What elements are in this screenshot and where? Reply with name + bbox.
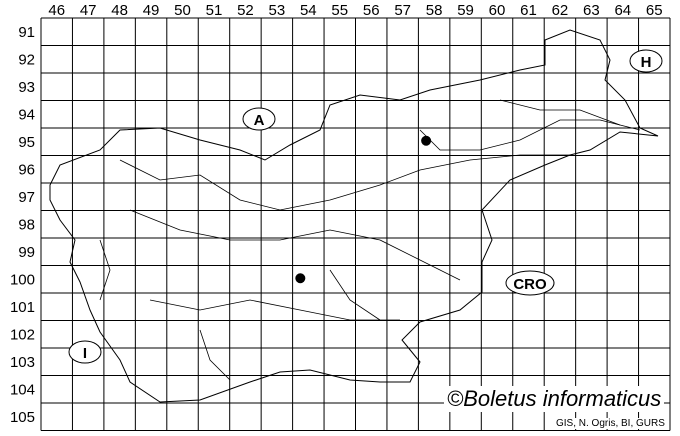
slovenia-border: [49, 29, 659, 403]
label-austria: A: [254, 112, 265, 129]
column-label: 54: [300, 2, 317, 19]
column-label: 65: [646, 2, 663, 19]
column-label: 46: [48, 2, 65, 19]
rivers: [99, 99, 641, 381]
row-label: 102: [10, 326, 35, 343]
column-label: 59: [457, 2, 474, 19]
map-grid: [40, 17, 671, 431]
occurrence-dot: [421, 135, 432, 146]
column-labels: 46 47 48 49 50 51 52 53 54 55 56 57 58 59 60 61 62 63 64 65: [48, 2, 662, 19]
row-label: 100: [10, 271, 35, 288]
row-label: 91: [18, 24, 35, 41]
row-label: 103: [10, 354, 35, 371]
label-hungary: H: [641, 54, 652, 71]
row-label: 99: [18, 244, 35, 261]
column-label: 61: [520, 2, 537, 19]
column-label: 52: [237, 2, 254, 19]
column-label: 58: [426, 2, 443, 19]
row-label: 93: [18, 79, 35, 96]
row-label: 96: [18, 161, 35, 178]
row-labels: 91 92 93 94 95 96 97 98 99 100 101 102 103 104 105: [10, 24, 35, 426]
column-label: 62: [552, 2, 569, 19]
label-italy: I: [83, 345, 87, 362]
column-label: 60: [489, 2, 506, 19]
column-label: 49: [143, 2, 160, 19]
column-label: 57: [394, 2, 411, 19]
row-label: 101: [10, 299, 35, 316]
credit-text: ©Boletus informaticus: [444, 386, 665, 412]
row-label: 104: [10, 381, 35, 398]
row-label: 92: [18, 51, 35, 68]
column-label: 48: [111, 2, 128, 19]
column-label: 47: [80, 2, 97, 19]
row-label: 94: [18, 106, 35, 123]
occurrence-dot: [295, 273, 306, 284]
row-label: 105: [10, 409, 35, 426]
occurrence-dots: [295, 135, 432, 284]
source-text: GIS, N. Ogris, BI, GURS: [554, 418, 667, 429]
column-label: 51: [206, 2, 223, 19]
column-label: 50: [174, 2, 191, 19]
column-label: 55: [331, 2, 348, 19]
column-label: 56: [363, 2, 380, 19]
column-label: 64: [614, 2, 631, 19]
row-label: 95: [18, 134, 35, 151]
row-label: 98: [18, 216, 35, 233]
column-label: 63: [583, 2, 600, 19]
label-croatia: CRO: [513, 276, 547, 293]
column-label: 53: [269, 2, 286, 19]
country-labels: A H CRO I: [68, 49, 663, 364]
row-label: 97: [18, 189, 35, 206]
